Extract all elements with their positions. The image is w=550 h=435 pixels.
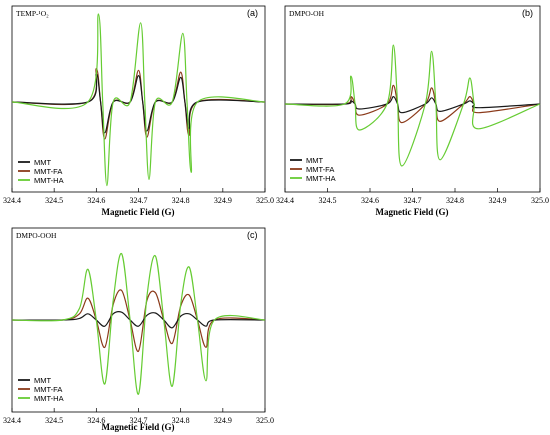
panel-b-x-tick-label: 324.8	[446, 196, 464, 205]
panel-a-x-tick-label: 324.5	[45, 196, 63, 205]
panel-a-x-axis: 324.4 324.5 324.6 324.7 324.8 324.9 325.0	[3, 188, 274, 205]
panel-b-x-tick-label: 324.6	[361, 196, 379, 205]
panel-a-series-mmt	[11, 73, 266, 134]
panel-b: DMPO-OH (b) 324.4 324.5 324.6 324.7 324.8 324…	[276, 5, 549, 217]
panel-a-probe-label: TEMP-¹O₂	[16, 9, 49, 18]
panel-b-legend-label-mmt-ha: MMT-HA	[306, 174, 336, 183]
panel-a-x-tick-label: 324.8	[172, 196, 190, 205]
panel-a-traces	[11, 13, 266, 187]
panel-c-x-tick-label: 324.9	[214, 416, 232, 425]
panel-c-traces	[11, 253, 266, 395]
panel-a-legend-label-mmt-ha: MMT-HA	[34, 176, 64, 185]
panel-c-legend-label-mmt: MMT	[34, 376, 51, 385]
panel-c-legend-label-mmt-ha: MMT-HA	[34, 394, 64, 403]
panel-c-x-tick-label: 324.5	[45, 416, 63, 425]
panel-b-tag: (b)	[522, 8, 533, 18]
panel-c-x-tick-label: 324.7	[130, 416, 148, 425]
panel-a-series-mmt-ha	[11, 13, 266, 187]
panel-b-legend-label-mmt-fa: MMT-FA	[306, 165, 334, 174]
panel-b-series-mmt-ha	[284, 44, 541, 167]
panel-c-series-mmt-ha	[11, 253, 266, 395]
panel-a-x-tick-label: 324.9	[214, 196, 232, 205]
panel-b-x-axis: 324.4 324.5 324.6 324.7 324.8 324.9 325.0	[276, 188, 549, 205]
panel-b-probe-label: DMPO-OH	[289, 9, 325, 18]
panel-b-x-tick-label: 324.7	[404, 196, 422, 205]
panel-a-tag: (a)	[247, 8, 258, 18]
panel-c-probe-label: DMPO-OOH	[16, 231, 57, 240]
panel-c-x-tick-label: 324.8	[172, 416, 190, 425]
panel-b-traces	[284, 44, 541, 167]
panel-b-legend-label-mmt: MMT	[306, 156, 323, 165]
panel-c: DMPO-OOH (c) 324.4 324.5 324.6 324.7 324.8 32…	[3, 227, 274, 432]
panel-c-xlabel: Magnetic Field (G)	[102, 422, 175, 432]
panel-b-x-tick-label: 324.5	[319, 196, 337, 205]
panel-a-x-tick-label: 324.4	[3, 196, 21, 205]
panel-c-tag: (c)	[247, 230, 258, 240]
panel-b-x-tick-label: 324.9	[489, 196, 507, 205]
panel-a-legend-label-mmt-fa: MMT-FA	[34, 167, 62, 176]
panel-a: TEMP-¹O₂ (a) 324.4 324.5 324.6 324.7 324.8 32…	[3, 5, 274, 217]
panel-a-x-tick-label: 324.7	[130, 196, 148, 205]
panel-c-x-axis: 324.4 324.5 324.6 324.7 324.8 324.9 325.0	[3, 408, 274, 425]
panel-a-x-tick-label: 324.6	[87, 196, 105, 205]
panel-c-x-tick-label: 324.6	[87, 416, 105, 425]
panel-c-x-tick-label: 325.0	[256, 416, 274, 425]
panel-c-legend-label-mmt-fa: MMT-FA	[34, 385, 62, 394]
panel-b-x-tick-label: 324.4	[276, 196, 294, 205]
panel-b-xlabel: Magnetic Field (G)	[376, 207, 449, 217]
panel-a-x-tick-label: 325.0	[256, 196, 274, 205]
panel-c-x-tick-label: 324.4	[3, 416, 21, 425]
panel-c-series-mmt	[11, 311, 266, 329]
panel-b-x-tick-label: 325.0	[531, 196, 549, 205]
panel-a-legend-label-mmt: MMT	[34, 158, 51, 167]
panel-a-xlabel: Magnetic Field (G)	[102, 207, 175, 217]
